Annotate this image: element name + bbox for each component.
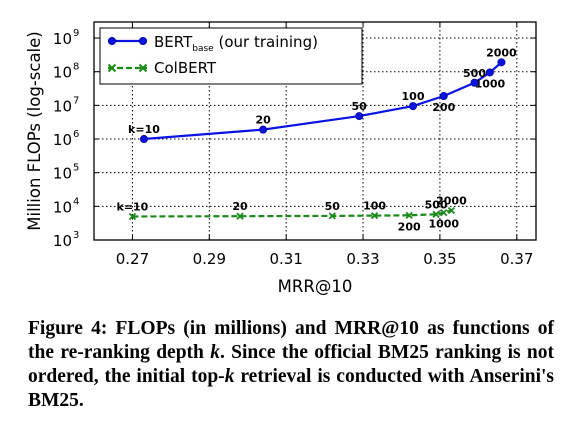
point-label: 20 (255, 114, 271, 127)
series-point (440, 209, 448, 217)
series-point (128, 212, 137, 221)
x-axis-label: MRR@10 (278, 277, 353, 296)
point-label: 100 (402, 90, 425, 103)
point-label: k=10 (128, 123, 160, 136)
y-tick-label: 10 (53, 198, 72, 216)
point-label: 50 (352, 100, 368, 113)
caption-text: Figure 4: FLOPs (in millions) and MRR@10… (28, 318, 554, 363)
y-tick-label: 10 (53, 30, 72, 48)
series-point (259, 125, 268, 134)
caption-k: k (224, 366, 235, 387)
caption-text: retrieval is conducted with Anserini's B… (28, 366, 555, 411)
caption-k: k (210, 342, 220, 363)
series-line-1 (132, 209, 452, 218)
series-point (370, 211, 379, 220)
series-point (470, 78, 479, 87)
y-tick-exponent: 4 (73, 196, 79, 207)
x-tick-label: 0.37 (500, 250, 533, 268)
x-tick-label: 0.35 (423, 250, 456, 268)
series-point (236, 212, 244, 220)
series-point (447, 206, 456, 215)
point-label: 200 (432, 101, 455, 114)
point-label: 1000 (475, 77, 506, 90)
point-label: 50 (325, 200, 341, 213)
point-label: 500 (425, 198, 448, 211)
plot-frame (93, 21, 537, 241)
legend: BERTbase (our training) ColBERT (99, 27, 363, 85)
y-tick-exponent: 8 (73, 62, 79, 73)
series-markers (128, 58, 506, 221)
figure-caption: Figure 4: FLOPs (in millions) and MRR@10… (28, 317, 554, 413)
y-axis-label: Million FLOPs (log-scale) (25, 31, 44, 230)
point-label: 2000 (486, 46, 517, 59)
x-tick-label: 0.33 (346, 250, 379, 268)
legend-colbert-marker (107, 63, 148, 73)
point-label: 2000 (436, 195, 467, 208)
series-point (497, 58, 506, 67)
legend-colbert-label: ColBERT (154, 59, 217, 77)
y-tick-label: 10 (53, 97, 72, 115)
point-label: 200 (398, 220, 421, 233)
y-tick-exponent: 5 (73, 163, 79, 174)
series-point (355, 112, 364, 121)
series-point (328, 212, 336, 220)
point-label: 500 (463, 67, 486, 80)
caption-text: . Since the official BM25 ranking is not… (28, 342, 554, 387)
y-tick-exponent: 6 (73, 129, 79, 140)
point-label: 100 (363, 200, 386, 213)
series-point (405, 211, 413, 219)
point-label: 1000 (428, 218, 459, 231)
x-tick-label: 0.29 (193, 250, 226, 268)
y-tick-label: 10 (53, 165, 72, 183)
x-tick-label: 0.27 (116, 250, 149, 268)
legend-bert-marker (108, 37, 117, 46)
series-point (485, 68, 494, 77)
y-tick-exponent: 7 (73, 95, 79, 106)
point-label: 20 (232, 200, 248, 213)
x-tick-label: 0.31 (269, 250, 302, 268)
point-label: k=10 (117, 200, 149, 213)
series-point (139, 135, 148, 144)
series-point (409, 102, 418, 111)
series-point (432, 210, 440, 218)
series-point (439, 91, 448, 100)
legend-bert-marker (138, 37, 147, 46)
y-tick-label: 10 (53, 131, 72, 149)
y-tick-label: 10 (53, 64, 72, 82)
y-tick-exponent: 9 (73, 28, 79, 39)
legend-bert-label: BERTbase (our training) (154, 33, 318, 54)
y-tick-exponent: 3 (73, 230, 79, 241)
y-tick-label: 10 (53, 232, 72, 250)
